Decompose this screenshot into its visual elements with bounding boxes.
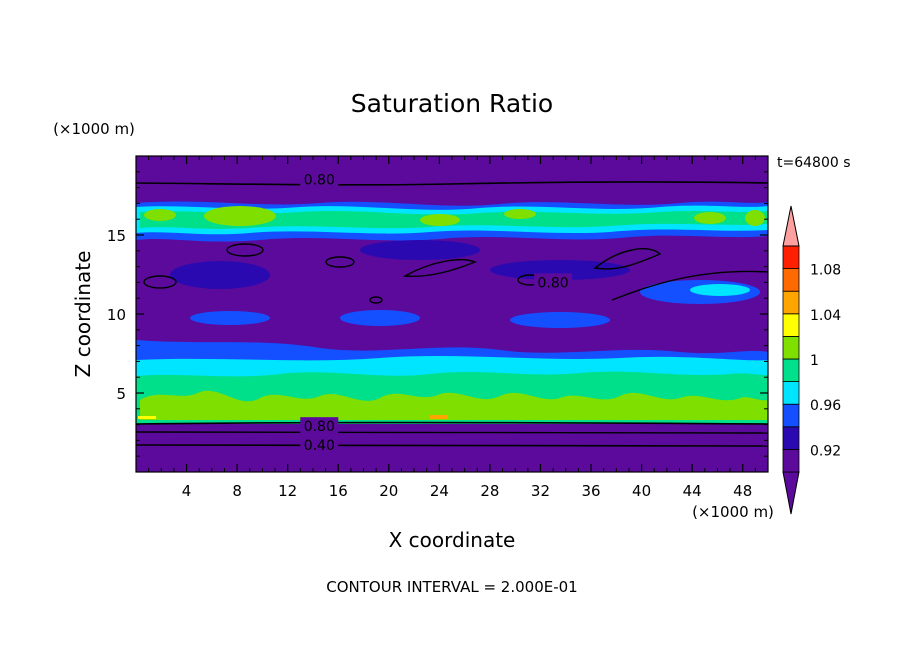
contour-label-background xyxy=(300,170,339,187)
colorbar-box xyxy=(782,403,800,428)
contour-label: 0.80 xyxy=(304,419,335,435)
contour-line xyxy=(136,181,768,186)
surface-dry-band xyxy=(136,424,768,472)
y-tick-label: 15 xyxy=(107,227,126,245)
colorbar-over-triangle xyxy=(782,205,800,247)
contour-label-group: 0.80 0.80 0.80 0.40 xyxy=(300,170,573,454)
colorbar-box xyxy=(782,381,800,405)
mid-patch xyxy=(190,311,270,325)
x-tick-label: 4 xyxy=(182,482,192,500)
y-tick-label: 5 xyxy=(116,385,126,403)
x-tick-label: 36 xyxy=(581,482,600,500)
time-label: t=64800 s xyxy=(777,155,851,171)
contour-line xyxy=(611,270,768,301)
x-tick-label: 8 xyxy=(232,482,242,500)
x-unit-label: (×1000 m) xyxy=(692,503,774,521)
colorbar-under-triangle xyxy=(782,471,800,515)
mid-patch xyxy=(170,261,270,289)
upper-patch xyxy=(144,209,176,221)
colorbar-box xyxy=(782,268,800,292)
x-tick-label: 40 xyxy=(632,482,651,500)
x-tick-label: 20 xyxy=(379,482,398,500)
mid-patch xyxy=(690,284,750,296)
plot-field xyxy=(136,156,768,472)
contour-label: 0.40 xyxy=(304,438,335,454)
colorbar-box xyxy=(782,335,800,360)
contour-line xyxy=(226,243,264,257)
y-axis-ticks: 5 10 15 xyxy=(107,171,768,457)
y-tick-label: 10 xyxy=(107,306,126,324)
surface-layer-yellowgreen xyxy=(140,390,768,420)
contour-line xyxy=(402,259,477,278)
y-unit-label: (×1000 m) xyxy=(53,120,135,138)
mid-patch xyxy=(360,240,480,260)
colorbar-box xyxy=(782,358,800,383)
y-axis-label: Z coordinate xyxy=(71,251,95,378)
contour-label: 0.80 xyxy=(538,275,569,291)
upper-patch xyxy=(420,214,460,226)
colorbar-box xyxy=(782,290,800,315)
contour-label-background xyxy=(534,273,573,290)
colorbar-box xyxy=(782,313,800,337)
colorbar-box xyxy=(782,245,800,270)
contour-line xyxy=(136,431,768,434)
contour-line xyxy=(593,248,662,270)
upper-patch xyxy=(694,212,726,224)
x-tick-label: 12 xyxy=(278,482,297,500)
surface-layer-yellow xyxy=(430,415,448,419)
x-axis-ticks: 4 8 12 16 20 24 28 32 36 40 44 48 xyxy=(148,156,756,500)
x-tick-label: 44 xyxy=(683,482,702,500)
x-tick-label: 28 xyxy=(480,482,499,500)
colorbar: 0.92 0.96 1 1.04 1.08 xyxy=(782,205,841,515)
colorbar-label: 0.96 xyxy=(810,398,841,414)
contour-line xyxy=(136,421,768,425)
mid-patch xyxy=(340,310,420,326)
surface-layer-yellow xyxy=(138,416,156,419)
contour-label: 0.80 xyxy=(304,173,335,189)
upper-patch xyxy=(745,210,765,226)
x-tick-label: 32 xyxy=(531,482,550,500)
mid-patch xyxy=(510,312,610,328)
x-tick-label: 48 xyxy=(733,482,752,500)
contour-line xyxy=(325,256,355,268)
contour-line xyxy=(369,296,383,304)
colorbar-box xyxy=(782,448,800,473)
contour-label-background xyxy=(300,417,339,434)
x-tick-label: 16 xyxy=(329,482,348,500)
colorbar-label: 0.92 xyxy=(810,443,841,459)
upper-patch xyxy=(504,209,536,219)
contour-line xyxy=(136,444,768,447)
chart-title: Saturation Ratio xyxy=(351,89,553,118)
upper-patch xyxy=(204,206,276,226)
x-axis-label: X coordinate xyxy=(389,528,516,552)
colorbar-label: 1 xyxy=(810,353,819,369)
colorbar-label: 1.08 xyxy=(810,263,841,279)
contour-interval-footer: CONTOUR INTERVAL = 2.000E-01 xyxy=(326,578,577,596)
x-tick-label: 24 xyxy=(430,482,449,500)
contour-line xyxy=(143,275,177,289)
colorbar-box xyxy=(782,426,800,450)
contour-label-background xyxy=(300,436,339,453)
colorbar-label: 1.04 xyxy=(810,308,841,324)
